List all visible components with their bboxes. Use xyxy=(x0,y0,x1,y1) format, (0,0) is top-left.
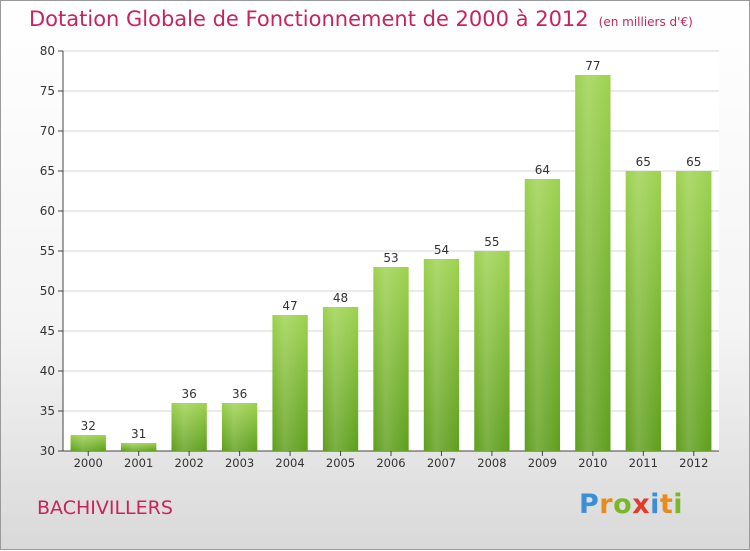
data-label: 36 xyxy=(232,387,247,401)
data-label: 31 xyxy=(131,427,146,441)
y-tick-label: 45 xyxy=(40,324,55,338)
x-tick-label: 2011 xyxy=(629,456,658,470)
x-tick-label: 2012 xyxy=(679,456,708,470)
x-tick-label: 2001 xyxy=(124,456,153,470)
x-tick-label: 2003 xyxy=(225,456,254,470)
y-tick-label: 70 xyxy=(40,124,55,138)
data-label: 53 xyxy=(383,251,398,265)
x-tick-label: 2002 xyxy=(175,456,204,470)
y-tick-label: 80 xyxy=(40,44,55,58)
data-label: 55 xyxy=(484,235,499,249)
y-tick-label: 35 xyxy=(40,404,55,418)
x-tick-label: 2009 xyxy=(528,456,557,470)
data-label: 47 xyxy=(282,299,297,313)
bar-highlight xyxy=(272,315,308,451)
data-label: 32 xyxy=(81,419,96,433)
y-tick-label: 40 xyxy=(40,364,55,378)
logo-letter: i xyxy=(673,489,684,520)
data-label: 36 xyxy=(182,387,197,401)
bar-highlight xyxy=(524,179,561,451)
bar-highlight xyxy=(575,75,611,451)
x-tick-label: 2007 xyxy=(427,456,456,470)
proxiti-logo: Proxiti xyxy=(579,489,683,520)
data-label: 65 xyxy=(686,155,701,169)
bar-highlight xyxy=(373,267,409,451)
x-tick-label: 2006 xyxy=(376,456,405,470)
bar-highlight xyxy=(676,171,712,451)
bar-highlight xyxy=(70,435,106,451)
chart-title: Dotation Globale de Fonctionnement de 20… xyxy=(29,7,693,31)
bar-highlight xyxy=(322,307,359,451)
bar-highlight xyxy=(221,403,258,451)
chart-unit: (en milliers d'€) xyxy=(598,15,693,29)
logo-letter: o xyxy=(613,489,633,520)
y-tick-label: 50 xyxy=(40,284,55,298)
logo-letter: P xyxy=(579,489,600,520)
data-label: 64 xyxy=(535,163,550,177)
logo-letter: i xyxy=(650,489,660,520)
data-label: 77 xyxy=(585,59,600,73)
x-tick-label: 2010 xyxy=(578,456,607,470)
bar-highlight xyxy=(171,403,207,451)
data-label: 48 xyxy=(333,291,348,305)
x-tick-label: 2000 xyxy=(74,456,103,470)
y-tick-label: 65 xyxy=(40,164,55,178)
commune-name: BACHIVILLERS xyxy=(37,497,173,519)
data-label: 54 xyxy=(434,243,449,257)
bar-highlight xyxy=(625,171,661,451)
bar-highlight xyxy=(121,443,157,451)
x-tick-label: 2008 xyxy=(477,456,506,470)
logo-letter: t xyxy=(659,489,674,520)
logo-letter: r xyxy=(599,489,614,520)
chart-title-text: Dotation Globale de Fonctionnement de 20… xyxy=(29,7,589,31)
y-tick-label: 60 xyxy=(40,204,55,218)
y-tick-label: 30 xyxy=(40,444,55,458)
logo-letter: x xyxy=(632,489,651,520)
y-tick-label: 75 xyxy=(40,84,55,98)
y-tick-label: 55 xyxy=(40,244,55,258)
x-tick-label: 2004 xyxy=(275,456,304,470)
data-label: 65 xyxy=(636,155,651,169)
bar-highlight xyxy=(474,251,510,451)
x-tick-label: 2005 xyxy=(326,456,355,470)
bar-highlight xyxy=(423,259,460,451)
